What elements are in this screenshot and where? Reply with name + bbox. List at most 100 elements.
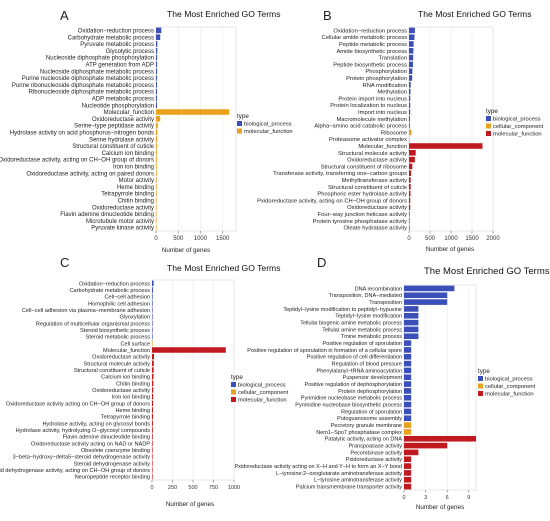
- panel-a-bar: [156, 136, 158, 142]
- panel-b-category-label: Amide biosynthetic process: [336, 49, 407, 55]
- panel-d-legend-swatch: [478, 391, 483, 396]
- panel-c-bar: [152, 307, 153, 313]
- panel-a-category-label: Iron ion binding: [113, 165, 154, 171]
- panel-d-bar: [404, 401, 412, 408]
- panel-d-bar: [404, 367, 412, 374]
- panel-a-bar: [156, 143, 157, 149]
- panel-a-bar: [156, 48, 158, 54]
- panel-c-bar: [152, 447, 153, 453]
- panel-d-bar: [404, 394, 412, 401]
- panel-a-bar: [156, 109, 230, 115]
- panel-c-bar: [152, 380, 154, 387]
- panel-d-category-label: Tellular biogenic amine metabolic proces…: [300, 321, 402, 327]
- panel-c-bar: [152, 460, 153, 467]
- panel-a-legend-label: molecular_function: [244, 129, 293, 135]
- panel-c-bar: [152, 467, 153, 473]
- panel-c-bar: [152, 393, 154, 400]
- panel-b-category-label: Structural constituent of cuticle: [328, 185, 407, 191]
- panel-d-bar: [404, 347, 412, 353]
- panel-d-bar: [404, 388, 412, 394]
- panel-d-category-label: Pecombinase activity: [350, 450, 402, 456]
- panel-b-category-label: Proteasome activator complex: [329, 137, 407, 143]
- panel-a-category-label: ATP generation from ADP: [86, 63, 154, 69]
- panel-a-category-label: Purine nucleoside diphosphate metabolic …: [22, 76, 154, 82]
- panel-d-bar: [404, 319, 419, 326]
- panel-d-category-label: Protein dephosphorylation: [338, 389, 402, 395]
- panel-a-category-label: Microtubule motor activity: [86, 219, 154, 225]
- panel-d-category-label: Pyrimidine nucleobase metabolic process: [301, 396, 402, 402]
- panel-d-bar: [404, 483, 412, 490]
- panel-c-x-axis-label: Number of genes: [166, 501, 214, 508]
- panel-a-bar: [156, 218, 157, 224]
- panel-c-bar: [152, 360, 154, 367]
- panel-d-category-label: Regulation of sporulation: [341, 409, 402, 415]
- panel-a-legend-label: biological_process: [244, 122, 292, 128]
- panel-b-category-label: Oxidoreductase activity: [347, 205, 407, 211]
- panel-a-category-label: Oxidoreductase activity: [92, 117, 154, 123]
- panel-c-bar: [152, 400, 154, 407]
- panel-c-category-label: Oxidation−reduction process: [79, 281, 150, 287]
- panel-a-bar: [156, 177, 157, 183]
- panel-d-bar: [404, 435, 476, 442]
- panel-c-bar: [152, 440, 153, 447]
- panel-c-category-label: Tetrapyrrole binding: [101, 415, 150, 421]
- panel-a-bar: [156, 150, 157, 156]
- panel-c-category-label: Obsolete coenzyme binding: [81, 448, 150, 454]
- panel-d-category-label: Pecretory granule membrane: [331, 423, 402, 429]
- panel-b-bar: [409, 68, 413, 74]
- panel-b-category-label: Methylation: [377, 90, 407, 96]
- panel-a-category-label: Pyruvate kinase activity: [91, 226, 154, 232]
- panel-a-bar: [156, 204, 157, 210]
- panel-b-bar: [409, 218, 410, 224]
- panel-b-bar: [409, 184, 411, 190]
- panel-b-legend-label: biological_process: [493, 117, 541, 123]
- panel-d-bar: [404, 449, 419, 456]
- panel-c-category-label: Carbohydrate metabolic process: [69, 288, 150, 294]
- panel-c-bar: [152, 373, 154, 380]
- panel-c-bar: [152, 280, 154, 287]
- panel-a-bar: [156, 190, 157, 197]
- panel-a-bar: [156, 54, 158, 61]
- panel-b-category-label: Alpha−amino acid catabolic process: [314, 124, 407, 130]
- panel-d-category-label: Transposition, DNA−mediated: [329, 293, 402, 299]
- panel-d-category-label: Regulation of blood pressure: [332, 362, 402, 368]
- panel-c-category-label: Hydrolase activity, hydrolyzing O−glycos…: [16, 428, 151, 434]
- panel-b-category-label: Protein import into nucleus: [338, 96, 407, 102]
- panel-c-legend-title: type: [231, 374, 243, 381]
- panel-b-category-label: Methyltransferase activity: [342, 178, 408, 184]
- panel-a-bar: [156, 163, 157, 170]
- panel-b-bar: [409, 122, 410, 129]
- panel-b-bar: [409, 170, 412, 176]
- panel-a-title: The Most Enriched GO Terms: [167, 9, 281, 19]
- panel-a-category-label: Nucleotide phosphorylation: [82, 103, 154, 109]
- panel-b-category-label: Four−way junction helicase activity: [318, 212, 408, 218]
- panel-a-bar: [156, 75, 158, 81]
- panel-d-category-label: Pyrimidine nucleobase biosynthetic proce…: [295, 403, 402, 409]
- panel-c-category-label: Heme binding: [115, 408, 150, 414]
- panel-d-bar: [404, 285, 455, 292]
- panel-a-category-label: Purine ribonucleoside diphosphate metabo…: [12, 83, 154, 89]
- panel-c-bar: [152, 433, 153, 440]
- panel-d-x-axis-label: Number of genes: [416, 504, 464, 511]
- panel-c-x-tick-label: 0: [150, 485, 153, 491]
- panel-c-letter: C: [60, 255, 69, 270]
- panel-c-category-label: Oxidoreductase activity acting on CH−OH …: [6, 401, 150, 407]
- panel-b-category-label: Translation: [379, 56, 407, 62]
- panel-d-letter: D: [317, 255, 326, 270]
- panel-b-category-label: Protein localization to nucleus: [330, 103, 407, 109]
- panel-c-category-label: Chitin binding: [116, 381, 150, 387]
- panel-b-category-label: Import into nucleus: [358, 110, 407, 116]
- panel-b-category-label: Transferase activity, transferring one−c…: [273, 171, 407, 177]
- panel-d-category-label: Patalytic activity, acting on DNA: [325, 437, 403, 443]
- panel-b-category-label: RNA modification: [363, 83, 407, 89]
- panel-c-legend-label: cellular_component: [238, 390, 289, 396]
- panel-c-category-label: Flavin adenine dinucleotide binding: [63, 435, 150, 441]
- panel-c-bar: [152, 387, 154, 393]
- panel-b-bar: [409, 224, 410, 231]
- panel-b-bar: [409, 143, 483, 149]
- panel-d-x-tick-label: 3: [424, 495, 427, 501]
- panel-a-category-label: Pyruvate metabolic process: [80, 42, 154, 48]
- panel-a-bar: [156, 68, 158, 74]
- panel-d-x-tick-label: 6: [446, 495, 449, 501]
